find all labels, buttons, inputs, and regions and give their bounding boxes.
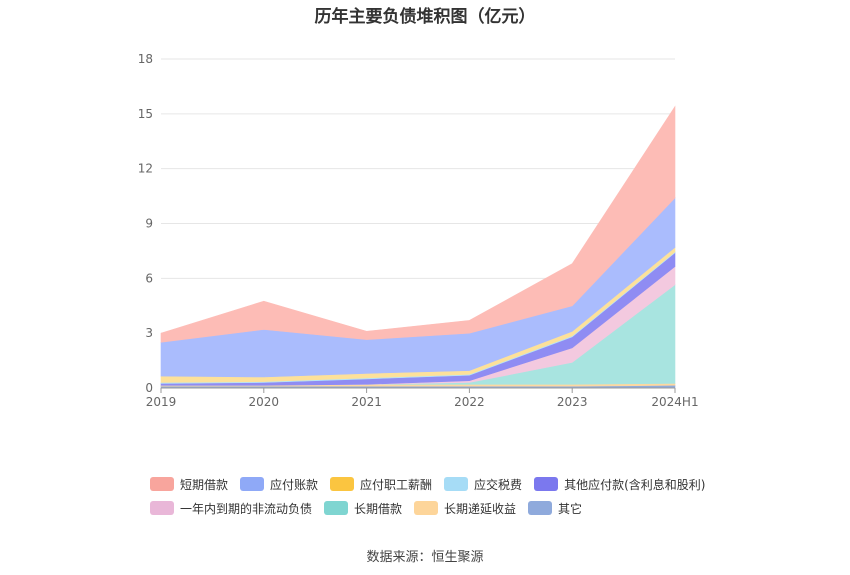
legend-swatch — [444, 477, 469, 491]
legend-label: 长期递延收益 — [444, 501, 517, 516]
x-tick-label: 2020 — [249, 395, 280, 409]
legend-label: 长期借款 — [354, 501, 403, 516]
legend-swatch — [534, 477, 559, 491]
source-note: 数据来源：恒生聚源 — [366, 550, 484, 565]
legend-item[interactable]: 应交税费 — [444, 476, 522, 493]
legend-item[interactable]: 短期借款 — [150, 476, 228, 493]
legend-label: 一年内到期的非流动负债 — [180, 501, 313, 516]
legend-swatch — [240, 477, 265, 491]
x-tick-label: 2019 — [146, 395, 177, 409]
legend-label: 短期借款 — [180, 477, 229, 492]
legend: 短期借款 应付账款 应付职工薪酬 应交税费 其他应付款(含利息和股利) 一年内到期的非流… — [150, 472, 710, 520]
y-tick-label: 3 — [145, 326, 153, 340]
legend-item[interactable]: 长期递延收益 — [414, 500, 516, 517]
x-tick-label: 2023 — [557, 395, 588, 409]
legend-item[interactable]: 应付职工薪酬 — [330, 476, 432, 493]
legend-swatch — [528, 501, 553, 515]
x-tick-label: 2024H1 — [651, 395, 698, 409]
legend-label: 应交税费 — [474, 477, 523, 492]
legend-item[interactable]: 应付账款 — [240, 476, 318, 493]
x-tick-label: 2021 — [351, 395, 382, 409]
legend-item[interactable]: 其他应付款(含利息和股利) — [534, 476, 705, 493]
legend-label: 其它 — [558, 501, 583, 516]
y-tick-label: 9 — [145, 217, 153, 231]
legend-swatch — [330, 477, 355, 491]
legend-swatch — [150, 477, 174, 491]
legend-item[interactable]: 长期借款 — [324, 500, 402, 517]
legend-row: 一年内到期的非流动负债 长期借款 长期递延收益 其它 — [150, 496, 710, 520]
legend-swatch — [150, 501, 174, 515]
legend-swatch — [414, 501, 439, 515]
y-tick-label: 0 — [145, 381, 153, 395]
legend-swatch — [324, 501, 349, 515]
legend-item[interactable]: 一年内到期的非流动负债 — [150, 500, 312, 517]
y-tick-label: 6 — [145, 271, 153, 285]
y-tick-label: 15 — [138, 107, 153, 121]
x-tick-label: 2022 — [454, 395, 485, 409]
axes: 0 3 6 9 12 15 18 2019 2020 2021 2022 2023 2024H1 — [138, 52, 699, 409]
legend-label: 应付职工薪酬 — [360, 477, 433, 492]
legend-label: 应付账款 — [270, 477, 319, 492]
legend-label: 其他应付款(含利息和股利) — [564, 477, 706, 492]
legend-row: 短期借款 应付账款 应付职工薪酬 应交税费 其他应付款(含利息和股利) — [150, 472, 710, 496]
area-series — [160, 105, 676, 389]
y-tick-label: 12 — [138, 162, 153, 176]
area-series-短期借款 — [160, 105, 676, 343]
legend-item[interactable]: 其它 — [528, 500, 582, 517]
y-tick-label: 18 — [138, 52, 153, 66]
chart-title: 历年主要负债堆积图（亿元） — [314, 7, 536, 27]
